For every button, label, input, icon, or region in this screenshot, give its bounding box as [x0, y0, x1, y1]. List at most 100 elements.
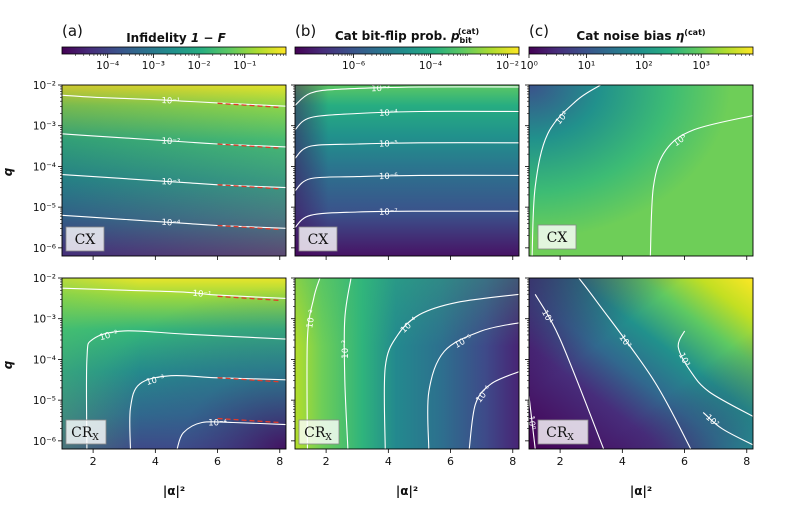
contour-label-0-0-1: 10⁻² — [161, 136, 180, 147]
contour-label-1-0-0: 10⁻³ — [371, 84, 390, 94]
red-fit-line-0-0-2 — [217, 184, 280, 190]
red-fit-line-0-0-3 — [217, 224, 280, 231]
contour-label-1-0-4: 10⁻⁷ — [379, 207, 398, 217]
contour-line-1-0-2 — [295, 142, 519, 159]
contour-label-0-0-2: 10⁻³ — [161, 177, 180, 188]
gate-label-c-crx: CRX — [537, 419, 589, 445]
colorbar-b-ticks: 10⁻⁶ 10⁻⁴ 10⁻² — [326, 54, 520, 72]
contour-line-2-1-0 — [529, 396, 536, 449]
contour-line-0-1-3 — [176, 421, 286, 449]
contour-line-1-0-4 — [295, 210, 519, 228]
xlabel-b: |α|² — [396, 484, 418, 498]
panel-c: (c) Cat noise bias η(cat) 10⁰ 10¹ 10² 10³ 1… — [520, 22, 754, 498]
y-tick-label: 10⁻² — [33, 80, 56, 92]
contour-line-1-0-0 — [295, 86, 519, 106]
y-tick-label: 10⁻³ — [33, 314, 56, 326]
svg-text:CX: CX — [308, 232, 329, 248]
colorbar-tick-label: 10⁻² — [496, 60, 519, 72]
contour-label-0-0-0: 10⁻¹ — [161, 96, 180, 107]
y-tick-label: 10⁻⁶ — [33, 436, 56, 448]
contour-label-1-1-0: 10⁻² — [305, 309, 318, 329]
contour-line-2-0-1 — [649, 114, 753, 256]
colorbar-c-ticks: 10⁰ 10¹ 10² 10³ — [520, 54, 754, 72]
gate-label-c-cx: CX — [537, 224, 577, 250]
y-tick-label: 10⁻⁴ — [33, 161, 56, 173]
y-tick-label: 10⁻² — [33, 273, 56, 285]
ylabel-a-cx: q — [1, 167, 15, 176]
contour-line-1-1-1 — [343, 278, 352, 449]
panel-b-title: Cat bit-flip prob. pbit(cat) — [335, 27, 479, 45]
contour-label-0-1-1: 10⁻² — [99, 329, 120, 343]
gate-label-a-cx: CX — [65, 226, 105, 252]
contour-line-1-0-3 — [295, 174, 519, 192]
contour-line-1-1-4 — [468, 371, 519, 449]
colorbar-tick-label: 10⁻¹ — [233, 60, 256, 72]
xlabel-a: |α|² — [163, 484, 185, 498]
contour-line-1-1-3 — [427, 322, 519, 449]
svg-text:CX: CX — [547, 230, 568, 246]
gate-label-a-crx: CRX — [65, 419, 107, 445]
ylabel-a-crx: q — [1, 360, 15, 369]
contour-line-1-1-0 — [306, 278, 321, 449]
fits-a-cx — [217, 102, 280, 231]
heatmap-a-crx: 10⁻¹ 10⁻² 10⁻³ 10⁻⁴ — [61, 277, 287, 450]
colorbar-tick-label: 10⁻⁴ — [96, 60, 119, 72]
contour-line-2-1-4 — [677, 330, 753, 417]
contour-line-1-0-1 — [295, 110, 519, 131]
x-tick-label: 2 — [90, 455, 97, 468]
contour-label-0-1-2: 10⁻³ — [145, 374, 166, 388]
red-fit-line-0-1-1 — [217, 377, 280, 383]
panel-a: (a) Infidelity 1 − F 10⁻⁴ 10⁻³ 10⁻² 10⁻¹ 10… — [1, 22, 287, 498]
contours-a-crx: 10⁻¹ 10⁻² 10⁻³ 10⁻⁴ — [62, 287, 286, 449]
colorbar-tick-label: 10⁻² — [187, 60, 210, 72]
contour-line-2-1-1 — [534, 294, 605, 449]
colorbar-tick-label: 10⁻⁶ — [342, 60, 365, 72]
gate-label-b-cx: CX — [298, 226, 338, 252]
colorbar-a — [61, 46, 287, 55]
colorbar-b — [294, 46, 520, 55]
svg-text:CRX: CRX — [71, 425, 99, 443]
contour-label-1-0-1: 10⁻⁴ — [379, 108, 399, 119]
panel-b-letter: (b) — [295, 22, 316, 40]
contour-label-0-1-3: 10⁻⁴ — [208, 419, 227, 429]
contour-label-1-0-3: 10⁻⁶ — [379, 172, 398, 182]
fits-a-crx — [217, 295, 280, 424]
panel-c-title: Cat noise bias η(cat) — [576, 28, 705, 43]
colorbar-tick-label: 10¹ — [578, 60, 596, 72]
colorbar-tick-label: 10² — [635, 60, 653, 72]
x-tick-label: 6 — [681, 455, 688, 468]
svg-text:CRX: CRX — [546, 425, 574, 443]
contour-label-1-1-1: 10⁻³ — [341, 340, 351, 359]
colorbar-tick-label: 10⁻⁴ — [419, 60, 442, 72]
panel-c-letter: (c) — [529, 22, 549, 40]
red-fit-line-0-0-0 — [217, 102, 280, 109]
axis-ticks: 10⁻⁶10⁻⁵10⁻⁴10⁻³10⁻²2 4 6 810⁻⁶10⁻⁵10⁻⁴10⁻³… — [33, 80, 750, 468]
svg-text:CRX: CRX — [304, 425, 332, 443]
x-tick-label: 2 — [323, 455, 330, 468]
panel-a-letter: (a) — [62, 22, 83, 40]
contours-b-crx: 10⁻²10⁻³10⁻⁴10⁻⁵10⁻⁶ — [305, 278, 519, 449]
colorbar-a-ticks: 10⁻⁴ 10⁻³ 10⁻² 10⁻¹ — [75, 54, 287, 72]
y-tick-label: 10⁻³ — [33, 121, 56, 133]
y-tick-label: 10⁻⁵ — [33, 202, 56, 214]
x-tick-label: 6 — [447, 455, 454, 468]
x-tick-label: 8 — [509, 455, 516, 468]
panel-b: (b) Cat bit-flip prob. pbit(cat) 10⁻⁶ 10⁻… — [294, 22, 520, 498]
x-tick-label: 8 — [276, 455, 283, 468]
contour-line-2-1-3 — [702, 411, 753, 446]
x-tick-label: 2 — [557, 455, 564, 468]
y-tick-label: 10⁻⁴ — [33, 354, 56, 366]
x-tick-label: 8 — [743, 455, 750, 468]
colorbar-tick-label: 10⁰ — [520, 60, 538, 72]
red-fit-line-0-1-0 — [217, 295, 280, 302]
contour-label-2-1-0: 10⁰ — [525, 415, 537, 431]
contour-label-0-0-3: 10⁻⁴ — [161, 218, 181, 229]
colorbar-tick-label: 10³ — [692, 60, 710, 72]
contour-label-1-0-2: 10⁻⁵ — [379, 139, 398, 149]
contour-line-0-1-1 — [85, 330, 286, 449]
y-tick-label: 10⁻⁵ — [33, 395, 56, 407]
contours-b-cx: 10⁻³ 10⁻⁴ 10⁻⁵ 10⁻⁶ 10⁻⁷ — [295, 84, 519, 228]
x-tick-label: 4 — [385, 455, 392, 468]
